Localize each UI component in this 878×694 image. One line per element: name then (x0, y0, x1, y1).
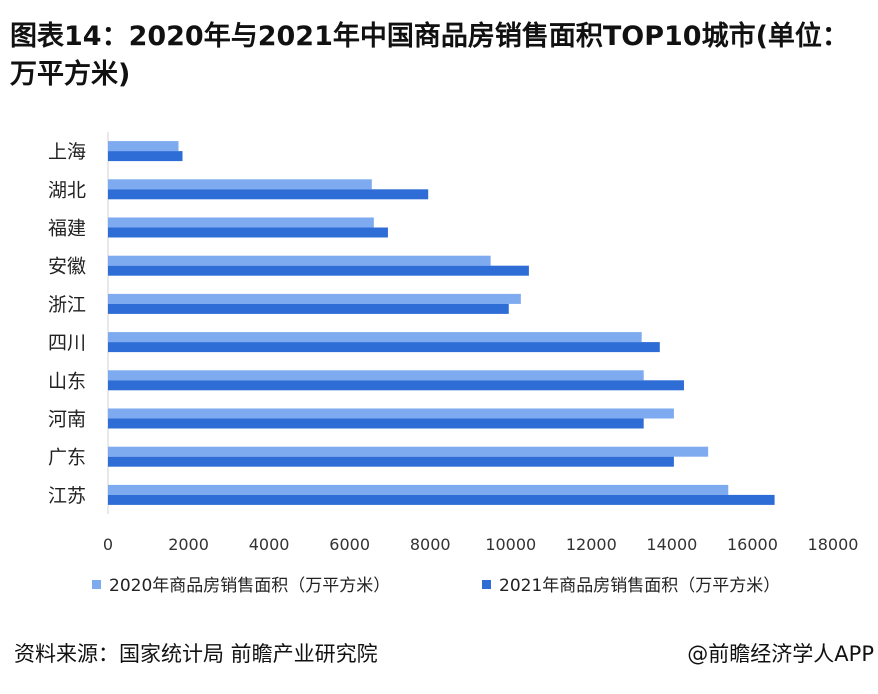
x-tick-label: 14000 (646, 535, 697, 554)
bar-2021 (108, 494, 775, 505)
bar-2021 (108, 418, 644, 429)
x-tick-label: 0 (103, 535, 113, 554)
x-tick-label: 12000 (566, 535, 617, 554)
brand-label: @前瞻经济学人APP (687, 642, 874, 666)
legend-swatch (482, 580, 491, 589)
bar-2021 (108, 380, 684, 391)
bar-2020 (108, 255, 491, 266)
bar-2020 (108, 141, 179, 152)
bar-2021 (108, 265, 529, 276)
bar-2020 (108, 179, 372, 190)
legend-swatch (92, 580, 101, 589)
bar-2021 (108, 456, 674, 467)
legend-label: 2021年商品房销售面积（万平方米） (499, 576, 780, 596)
bar-2020 (108, 293, 521, 304)
x-tick-label: 18000 (808, 535, 859, 554)
bar-2021 (108, 342, 660, 353)
bar-2020 (108, 217, 374, 228)
x-tick-label: 6000 (329, 535, 370, 554)
x-tick-label: 4000 (249, 535, 290, 554)
category-label: 山东 (48, 370, 86, 392)
bar-2020 (108, 332, 642, 343)
bar-2021 (108, 227, 388, 238)
bar-2020 (108, 446, 709, 457)
category-label: 上海 (48, 141, 86, 163)
category-label: 湖北 (48, 179, 86, 201)
x-tick-label: 10000 (485, 535, 536, 554)
chart-title: 图表14：2020年与2021年中国商品房销售面积TOP10城市(单位：万平方米… (10, 21, 849, 90)
category-label: 浙江 (48, 294, 86, 316)
category-label: 四川 (48, 332, 86, 354)
bar-2021 (108, 189, 429, 200)
source-note: 资料来源：国家统计局 前瞻产业研究院 (14, 642, 378, 666)
category-label: 江苏 (48, 485, 86, 507)
category-label: 福建 (48, 218, 86, 240)
category-label: 安徽 (48, 256, 86, 278)
bar-2020 (108, 370, 644, 381)
bar-2021 (108, 151, 183, 162)
x-tick-label: 8000 (410, 535, 451, 554)
bar-2020 (108, 484, 729, 495)
bar-2020 (108, 408, 674, 419)
x-tick-label: 16000 (727, 535, 778, 554)
category-label: 广东 (48, 447, 86, 469)
legend-label: 2020年商品房销售面积（万平方米） (109, 576, 390, 596)
x-tick-label: 2000 (168, 535, 209, 554)
category-label: 河南 (48, 409, 86, 431)
bar-2021 (108, 303, 509, 314)
